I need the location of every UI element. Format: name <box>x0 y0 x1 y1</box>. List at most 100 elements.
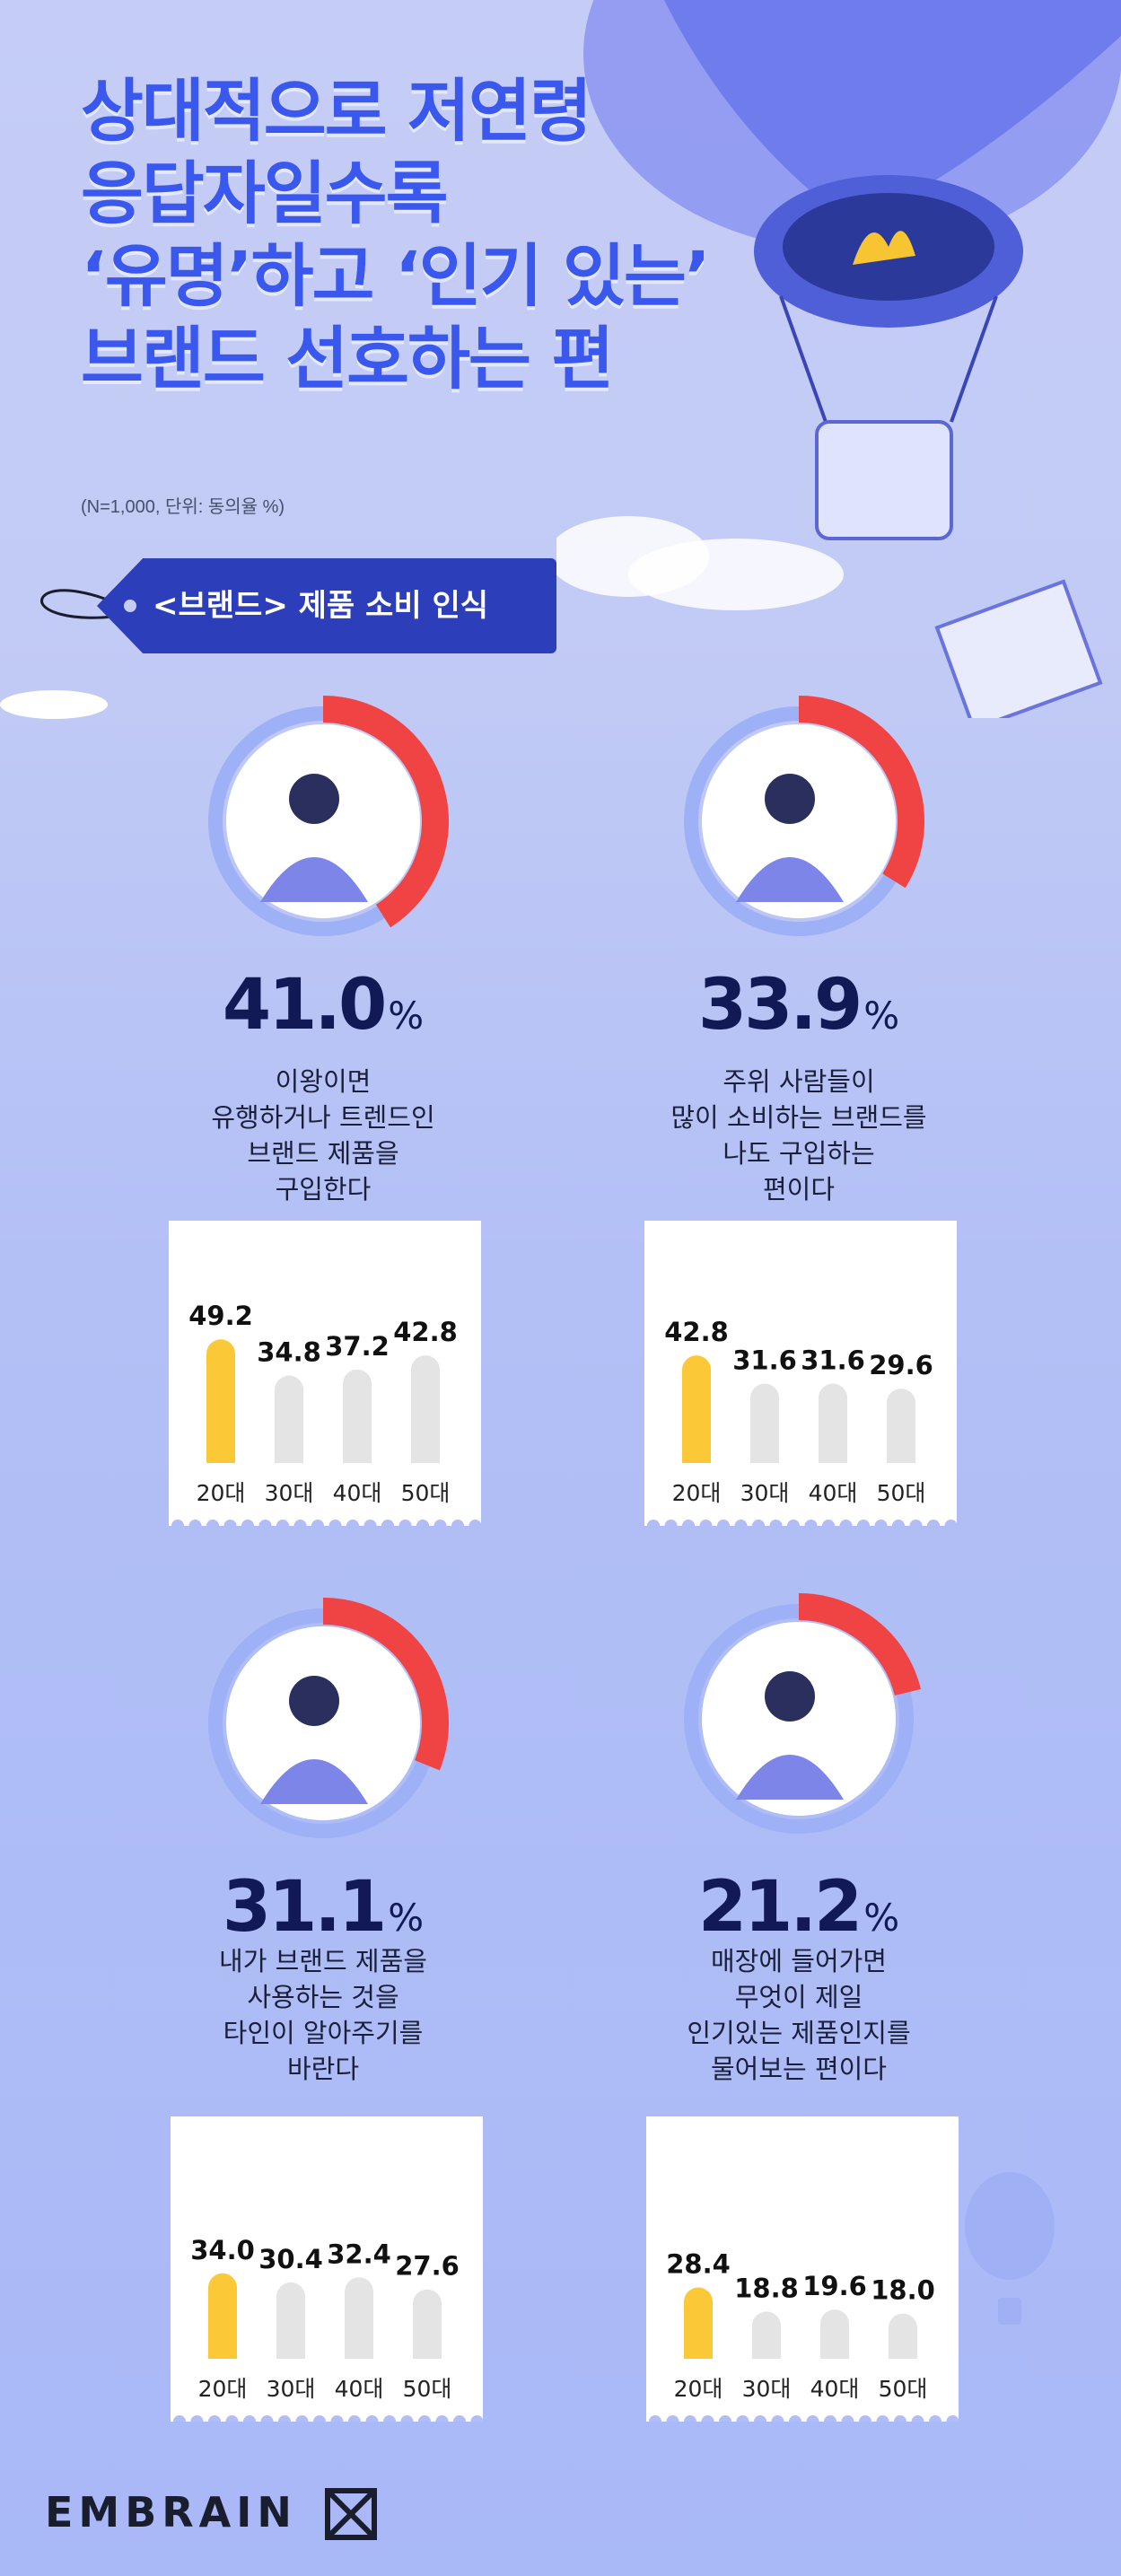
person-body-illustration <box>260 857 368 902</box>
desc-line: 브랜드 제품을 <box>247 1138 399 1169</box>
ticket-perforation <box>769 1520 783 1526</box>
bar-base <box>345 2344 373 2359</box>
ticket-perforation <box>719 2415 731 2422</box>
ticket-perforation <box>736 2415 749 2422</box>
bar-value-label: 32.4 <box>327 2239 391 2269</box>
desc-line: 구입한다 <box>275 1174 372 1205</box>
person-illustration <box>289 774 339 824</box>
donut-chart <box>684 696 924 936</box>
bar-category-label: 50대 <box>403 2376 452 2402</box>
ticket-perforation <box>225 2415 239 2422</box>
ticket-perforation <box>278 2415 291 2422</box>
bar-20대 <box>206 1339 235 1463</box>
bar-value-label: 27.6 <box>395 2251 460 2282</box>
ticket-perforation <box>666 2415 679 2422</box>
bar-category-label: 40대 <box>335 2376 384 2402</box>
tag-hole <box>124 600 136 612</box>
bar-value-label: 18.0 <box>871 2275 935 2306</box>
ticket-perforation <box>734 1520 748 1526</box>
ticket-perforation <box>752 1520 765 1526</box>
percent-unit: % <box>388 994 425 1038</box>
percent-number: 41.0 <box>222 965 387 1046</box>
ticket-perforation <box>330 2415 344 2422</box>
bar-value-label: 28.4 <box>666 2248 731 2279</box>
bar-base <box>208 2344 237 2359</box>
bar-base <box>750 1449 779 1463</box>
bar-base <box>887 1449 915 1463</box>
ticket-perforation <box>946 2415 959 2422</box>
bar-value-label: 31.6 <box>732 1345 797 1376</box>
hot-air-balloon-illustration <box>556 0 1121 718</box>
ticket-perforation <box>311 1520 324 1526</box>
stat-description: 내가 브랜드 제품을 사용하는 것을 타인이 알아주기를 바란다 <box>63 1943 583 2087</box>
ticket-perforation <box>929 2415 941 2422</box>
percent-value: 41.0% <box>63 965 583 1046</box>
percent-unit: % <box>863 1896 900 1940</box>
ticket-perforation <box>190 2415 204 2422</box>
bar-category-label: 30대 <box>740 1480 790 1506</box>
bar-50대 <box>887 1389 915 1463</box>
bar-50대 <box>411 1355 440 1463</box>
bar-base <box>752 2344 781 2359</box>
ticket-perforation <box>260 2415 274 2422</box>
donut-slice-agree <box>322 1598 449 1771</box>
bar-40대 <box>345 2277 373 2359</box>
ticket-perforation <box>876 2415 889 2422</box>
ticket-perforation <box>365 2415 379 2422</box>
ticket-perforation <box>208 2415 221 2422</box>
bar-value-label: 19.6 <box>802 2271 867 2301</box>
age-bar-chart-panel: 28.4 20대 18.8 30대 19.6 40대 18.0 50대 <box>646 2116 959 2422</box>
percent-unit: % <box>388 1896 425 1940</box>
bar-base <box>275 1449 303 1463</box>
bar-value-label: 30.4 <box>258 2244 323 2274</box>
age-bar-chart-panel: 49.2 20대 34.8 30대 37.2 40대 42.8 50대 <box>169 1221 481 1526</box>
ticket-perforation <box>664 1520 678 1526</box>
ticket-perforation <box>894 2415 906 2422</box>
donut-slice-agree <box>322 696 449 928</box>
ticket-perforation <box>754 2415 766 2422</box>
bar-base <box>820 2344 849 2359</box>
person-illustration <box>765 774 815 824</box>
bar-base <box>413 2344 442 2359</box>
ticket-perforation <box>416 1520 429 1526</box>
ticket-perforation <box>701 2415 714 2422</box>
desc-line: 인기있는 제품인지를 <box>687 2018 911 2048</box>
desc-line: 타인이 알아주기를 <box>223 2018 424 2048</box>
ticket-perforation <box>435 2415 449 2422</box>
ticket-perforation <box>771 2415 784 2422</box>
bar-value-label: 34.0 <box>190 2235 255 2265</box>
ticket-perforation <box>824 2415 836 2422</box>
title-line: 브랜드 선호하는 편 <box>81 319 614 399</box>
ticket-perforation <box>453 2415 466 2422</box>
donut-chart <box>684 1593 922 1834</box>
ticket-perforation <box>381 1520 394 1526</box>
percent-number: 31.1 <box>222 1867 387 1948</box>
section-tag-label: <브랜드> 제품 소비 인식 <box>153 588 489 624</box>
embrain-logo: EMBRAIN <box>45 2488 297 2537</box>
ticket-perforation <box>418 2415 431 2422</box>
bar-value-label: 34.8 <box>257 1337 321 1368</box>
ticket-perforation <box>363 1520 377 1526</box>
bar-50대 <box>413 2289 442 2359</box>
bar-value-label: 49.2 <box>188 1301 253 1331</box>
bar-category-label: 20대 <box>672 1480 722 1506</box>
ticket-perforation <box>684 2415 696 2422</box>
bar-base <box>411 1449 440 1463</box>
bar-20대 <box>682 1355 711 1463</box>
percent-number: 21.2 <box>697 1867 863 1948</box>
tag-string-icon <box>40 589 131 619</box>
ticket-perforation <box>822 1520 835 1526</box>
bar-30대 <box>276 2282 305 2359</box>
ticket-perforation <box>451 1520 464 1526</box>
ticket-perforation <box>909 1520 923 1526</box>
ticket-perforation <box>258 1520 272 1526</box>
ticket-perforation <box>857 1520 870 1526</box>
ticket-perforation <box>188 1520 202 1526</box>
ticket-perforation <box>293 1520 307 1526</box>
stat-description: 이왕이면 유행하거나 트렌드인 브랜드 제품을 구입한다 <box>63 1064 583 1207</box>
age-bar-chart: 28.4 20대 18.8 30대 19.6 40대 18.0 50대 <box>649 2248 959 2422</box>
bar-category-label: 30대 <box>265 1480 314 1506</box>
percent-value: 33.9% <box>539 965 1059 1046</box>
ticket-perforation <box>173 2415 186 2422</box>
desc-line: 이왕이면 <box>275 1066 372 1097</box>
